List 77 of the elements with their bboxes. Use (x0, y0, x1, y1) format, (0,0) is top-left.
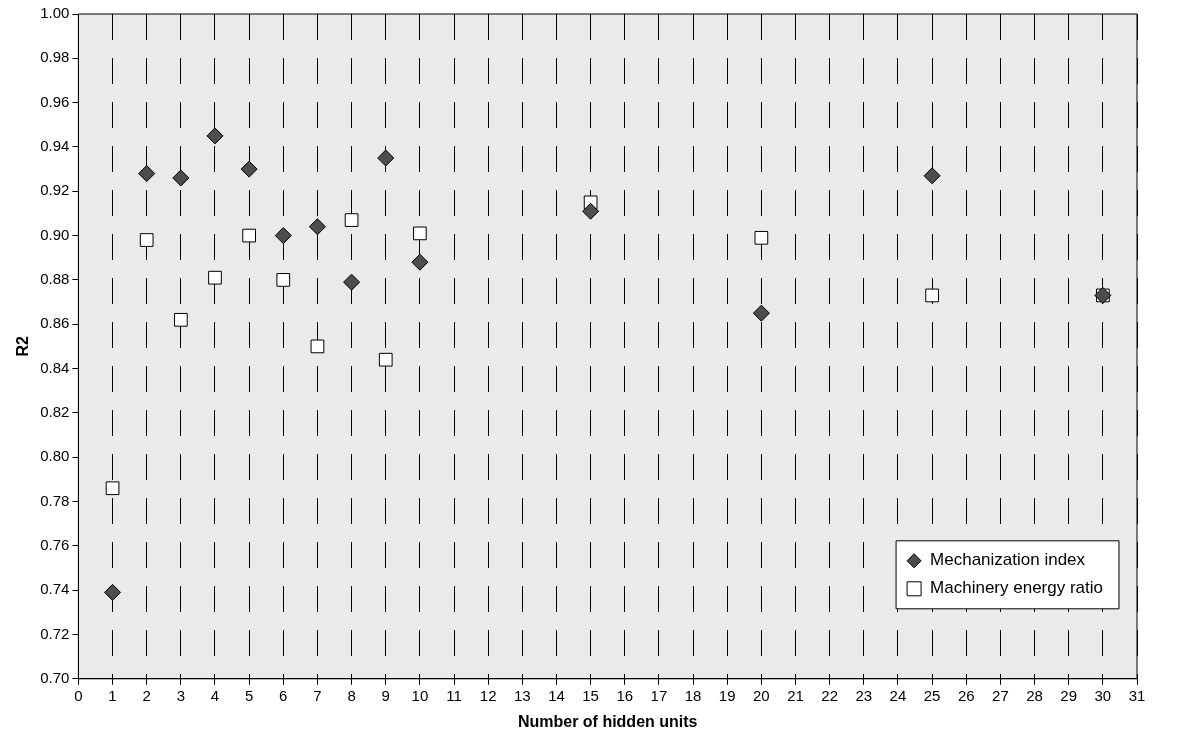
y-tick-label: 0.92 (40, 181, 70, 199)
x-tick-label: 5 (244, 686, 254, 704)
x-tick-label: 1 (108, 686, 117, 704)
y-tick-label: 0.76 (40, 535, 70, 553)
y-tick-label: 0.94 (40, 137, 70, 155)
x-tick-label: 21 (787, 686, 804, 704)
y-tick-label: 0.80 (40, 447, 70, 465)
y-tick-label: 0.88 (40, 270, 70, 288)
point (240, 160, 258, 178)
point (105, 481, 120, 496)
x-tick-label: 7 (313, 686, 322, 704)
y-tick-label: 0.78 (40, 491, 70, 509)
point (343, 273, 361, 291)
x-tick-label: 24 (889, 686, 907, 704)
y-tick-label: 0.96 (40, 92, 70, 110)
point (752, 304, 770, 322)
point (308, 218, 326, 236)
x-tick-label: 25 (923, 686, 941, 704)
point (104, 583, 122, 601)
legend-label: Mechanization index (930, 550, 1086, 570)
point (274, 227, 292, 245)
x-tick-label: 23 (855, 686, 873, 704)
x-tick-label: 15 (582, 686, 599, 704)
x-tick-label: 19 (718, 686, 736, 704)
point (138, 165, 156, 183)
x-tick-label: 3 (176, 686, 186, 704)
point (344, 213, 359, 227)
y-tick-label: 0.90 (40, 225, 70, 243)
x-tick-label: 16 (616, 686, 634, 704)
x-tick-label: 2 (142, 686, 151, 704)
y-tick-label: 0.84 (40, 358, 70, 376)
y-tick-label: 0.70 (40, 668, 70, 686)
x-tick-label: 11 (446, 686, 462, 704)
y-tick-label: 1.00 (40, 4, 70, 22)
point (310, 339, 325, 354)
point (582, 202, 600, 220)
point (206, 127, 224, 145)
point (208, 270, 222, 285)
x-tick-label: 20 (753, 686, 770, 704)
x-axis-title: Number of hidden units (517, 712, 698, 730)
x-tick-label: 4 (210, 686, 220, 704)
point (377, 149, 395, 167)
point (754, 230, 769, 245)
y-tick-label: 0.74 (40, 580, 70, 598)
point (276, 273, 291, 287)
point (925, 288, 939, 303)
x-tick-label: 31 (1128, 686, 1146, 704)
x-tick-label: 22 (821, 686, 839, 704)
y-tick-label: 0.86 (40, 314, 70, 332)
x-tick-label: 26 (957, 686, 975, 704)
point (923, 167, 941, 185)
point (378, 352, 393, 367)
y-tick-label: 0.72 (40, 624, 70, 642)
y-tick-label: 0.82 (40, 403, 70, 421)
y-tick-label: 0.98 (40, 48, 70, 66)
x-tick-label: 8 (347, 686, 356, 704)
point (172, 169, 190, 187)
legend-label: Machinery energy ratio (930, 578, 1104, 598)
y-axis-title: R2 (14, 336, 32, 357)
x-tick-label: 30 (1094, 686, 1112, 704)
x-tick-label: 29 (1060, 686, 1078, 704)
x-tick-label: 17 (650, 686, 668, 704)
x-tick-label: 28 (1026, 686, 1043, 704)
x-tick-label: 9 (381, 686, 390, 704)
point (411, 253, 429, 271)
x-tick-label: 12 (479, 686, 497, 704)
x-tick-label: 13 (513, 686, 531, 704)
x-tick-label: 27 (992, 686, 1009, 704)
x-tick-label: 10 (411, 686, 429, 704)
x-tick-label: 0 (74, 686, 83, 704)
x-tick-label: 18 (684, 686, 702, 704)
point (139, 233, 154, 247)
x-tick-label: 6 (279, 686, 288, 704)
point (413, 226, 427, 241)
x-tick-label: 14 (548, 686, 565, 704)
point (173, 312, 188, 327)
point (242, 228, 256, 243)
